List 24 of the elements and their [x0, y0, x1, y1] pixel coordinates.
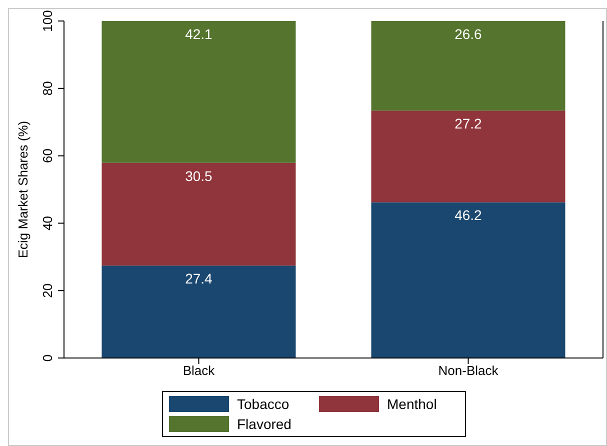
data-label: 30.5 [185, 168, 213, 184]
bar [102, 21, 296, 163]
data-label: 26.6 [454, 26, 482, 42]
legend-label: Flavored [237, 416, 292, 432]
y-tick-label: 100 [40, 10, 55, 32]
bar [102, 162, 296, 266]
data-label: 42.1 [185, 26, 213, 42]
y-tick-label: 0 [40, 354, 55, 362]
y-axis-title: Ecig Market Shares (%) [16, 120, 31, 258]
bar [102, 266, 296, 358]
y-tick-label: 80 [40, 81, 55, 96]
y-tick-label: 40 [40, 216, 55, 230]
bar [371, 202, 566, 358]
legend-label: Menthol [387, 396, 437, 412]
bar [371, 110, 566, 202]
data-label: 27.2 [454, 116, 482, 132]
y-tick-label: 60 [40, 148, 55, 164]
x-tick-label: Non-Black [438, 363, 499, 378]
bar [371, 21, 566, 111]
y-tick-label: 20 [40, 283, 55, 298]
data-label: 27.4 [185, 270, 213, 287]
x-tick-label: Black [182, 363, 216, 378]
data-label: 46.2 [454, 207, 482, 224]
legend-label: Tobacco [237, 396, 290, 412]
